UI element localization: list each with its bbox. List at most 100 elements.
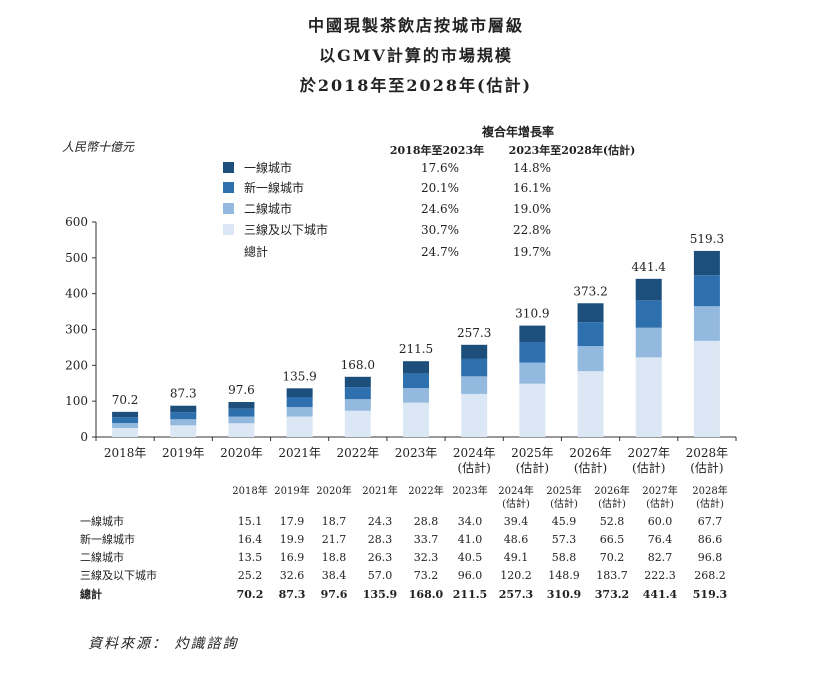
table-column-header: (估計): [550, 497, 578, 510]
table-column-header: 2023年: [452, 484, 487, 497]
x-tick-label: 2019年: [162, 446, 205, 460]
bar-total-label: 257.3: [457, 326, 491, 340]
table-column-header: 2018年: [232, 484, 267, 497]
x-tick-label: (估計): [574, 460, 607, 475]
bar-segment: [170, 405, 197, 413]
table-cell: 52.8: [600, 515, 625, 528]
cagr-value: 20.1%: [421, 181, 459, 195]
table-cell: 57.0: [368, 569, 393, 582]
table-cell: 48.6: [504, 533, 529, 546]
table-row-label: 二線城市: [80, 550, 124, 564]
table-column-header: 2019年: [274, 484, 309, 497]
table-column-header: 2025年: [546, 484, 581, 497]
y-tick-label: 200: [65, 358, 88, 372]
bar-segment: [228, 408, 255, 417]
x-tick-label: 2020年: [220, 446, 263, 460]
bar-segment: [228, 416, 255, 424]
bar-segment: [693, 275, 720, 307]
cagr-value: 16.1%: [513, 181, 551, 195]
bar-segment: [403, 373, 429, 389]
table-cell: 32.3: [414, 551, 439, 564]
table-cell: 222.3: [644, 569, 676, 582]
table-cell: 38.4: [322, 569, 347, 582]
x-tick-label: 2018年: [104, 446, 147, 460]
table-column-header: 2024年: [498, 484, 533, 497]
bar-total-label: 310.9: [515, 307, 549, 321]
bar-segment: [112, 427, 139, 437]
table-column-header: (估計): [646, 497, 674, 510]
table-cell: 41.0: [458, 533, 483, 546]
bar-segment: [170, 419, 197, 426]
bar-total-label: 70.2: [112, 393, 139, 407]
bar-segment: [286, 397, 313, 408]
bar-segment: [461, 358, 488, 377]
table-column-header: 2028年: [692, 484, 727, 497]
bar-total-label: 135.9: [282, 369, 316, 383]
table-cell: 96.0: [458, 569, 483, 582]
table-cell: 66.5: [600, 533, 625, 546]
bar-segment: [635, 278, 662, 301]
table-cell: 26.3: [368, 551, 393, 564]
bar-total-label: 211.5: [399, 342, 433, 356]
cagr-value: 14.8%: [513, 161, 551, 175]
bar-segment: [403, 402, 429, 437]
bar-segment: [693, 250, 720, 276]
y-tick-label: 400: [65, 287, 88, 301]
table-cell: 33.7: [414, 533, 439, 546]
table-cell: 441.4: [643, 588, 678, 601]
table-cell: 82.7: [648, 551, 673, 564]
bar-segment: [112, 411, 139, 418]
legend-swatch: [223, 203, 234, 214]
cagr-value: 22.8%: [513, 223, 551, 237]
table-cell: 57.3: [552, 533, 577, 546]
bar-segment: [228, 402, 255, 409]
x-tick-label: (估計): [632, 460, 665, 475]
table-column-header: (估計): [696, 497, 724, 510]
bar-segment: [519, 362, 546, 384]
bar-segment: [519, 383, 546, 437]
y-tick-label: 100: [65, 394, 88, 408]
bar-segment: [112, 423, 139, 428]
bar-segment: [344, 399, 371, 411]
legend-label: 新一線城市: [244, 180, 304, 195]
table-cell: 58.8: [552, 551, 577, 564]
table-column-header: 2026年: [594, 484, 629, 497]
table-row-label: 新一線城市: [80, 532, 135, 546]
table-cell: 21.7: [322, 533, 347, 546]
bar-segment: [693, 340, 720, 437]
x-tick-label: (估計): [457, 460, 490, 475]
bar-total-label: 168.0: [341, 358, 375, 372]
bar-segment: [228, 423, 255, 437]
table-cell: 373.2: [595, 588, 629, 601]
cagr-header: 複合年增長率: [481, 124, 554, 139]
y-tick-label: 600: [65, 215, 88, 229]
legend-total-label: 總計: [244, 244, 268, 259]
table-cell: 135.9: [363, 588, 397, 601]
table-cell: 86.6: [698, 533, 723, 546]
bar-segment: [286, 388, 313, 398]
table-cell: 70.2: [600, 551, 625, 564]
bar-segment: [344, 410, 371, 437]
table-cell: 168.0: [409, 588, 444, 601]
bar-total-label: 519.3: [690, 232, 724, 246]
bar-segment: [461, 344, 488, 359]
bar-total-label: 97.6: [228, 383, 255, 397]
bar-segment: [577, 346, 604, 372]
cagr-value: 19.7%: [513, 245, 551, 259]
table-column-header: 2021年: [362, 484, 397, 497]
table-cell: 183.7: [596, 569, 628, 582]
table-cell: 49.1: [504, 551, 529, 564]
cagr-col2-header: 2023年至2028年(估計): [509, 143, 636, 157]
bar-segment: [461, 393, 488, 437]
table-column-header: 2022年: [408, 484, 443, 497]
x-tick-label: (估計): [690, 460, 723, 475]
bar-total-label: 373.2: [573, 284, 607, 298]
table-cell: 24.3: [368, 515, 393, 528]
table-cell: 70.2: [237, 588, 264, 601]
table-cell: 17.9: [280, 515, 305, 528]
table-cell: 28.8: [414, 515, 439, 528]
bar-total-label: 87.3: [170, 387, 197, 401]
chart-title-line-3: 於2018年至2028年(估計): [299, 76, 533, 95]
bar-segment: [635, 327, 662, 358]
